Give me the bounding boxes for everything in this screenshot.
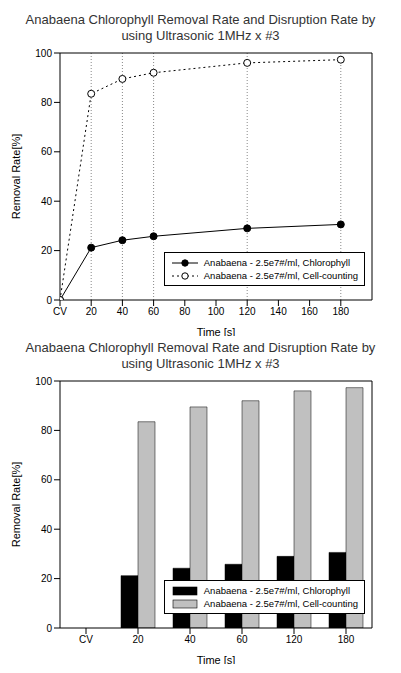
svg-text:80: 80 xyxy=(41,97,53,108)
svg-text:Removal Rate[%]: Removal Rate[%] xyxy=(10,134,22,220)
svg-text:100: 100 xyxy=(35,376,52,387)
svg-text:60: 60 xyxy=(148,306,160,317)
svg-text:100: 100 xyxy=(208,306,225,317)
svg-text:Removal Rate[%]: Removal Rate[%] xyxy=(10,462,22,548)
svg-text:180: 180 xyxy=(338,634,355,645)
svg-text:60: 60 xyxy=(236,634,248,645)
svg-text:CV: CV xyxy=(53,306,67,317)
svg-text:140: 140 xyxy=(270,306,287,317)
svg-text:160: 160 xyxy=(301,306,318,317)
svg-text:180: 180 xyxy=(332,306,349,317)
html-text:Anabaena Chlorophyll Removal R: Anabaena Chlorophyll Removal Rate and Di… xyxy=(25,12,376,43)
svg-text:0: 0 xyxy=(46,295,52,306)
svg-text:60: 60 xyxy=(41,146,53,157)
svg-text:40: 40 xyxy=(117,306,129,317)
svg-text:20: 20 xyxy=(41,245,53,256)
html-text:Anabaena - 2.5e7#/ml, Cell-cou: Anabaena - 2.5e7#/ml, Cell-counting xyxy=(203,270,358,281)
svg-text:Time [s]: Time [s] xyxy=(197,326,236,336)
svg-text:60: 60 xyxy=(41,474,53,485)
svg-text:Time [s]: Time [s] xyxy=(197,654,236,664)
svg-text:120: 120 xyxy=(239,306,256,317)
svg-text:CV: CV xyxy=(79,634,93,645)
svg-text:40: 40 xyxy=(184,634,196,645)
html-text:Anabaena - 2.5e7#/ml, Chloroph: Anabaena - 2.5e7#/ml, Chlorophyll xyxy=(203,585,351,596)
svg-text:100: 100 xyxy=(35,48,52,59)
svg-text:80: 80 xyxy=(41,425,53,436)
svg-text:0: 0 xyxy=(46,623,52,634)
svg-text:80: 80 xyxy=(179,306,191,317)
svg-text:40: 40 xyxy=(41,524,53,535)
svg-text:20: 20 xyxy=(86,306,98,317)
svg-text:20: 20 xyxy=(41,573,53,584)
svg-text:20: 20 xyxy=(132,634,144,645)
html-text:Anabaena - 2.5e7#/ml, Cell-cou: Anabaena - 2.5e7#/ml, Cell-counting xyxy=(203,598,358,609)
html-text:Anabaena Chlorophyll Removal R: Anabaena Chlorophyll Removal Rate and Di… xyxy=(25,340,376,371)
svg-text:40: 40 xyxy=(41,196,53,207)
svg-text:120: 120 xyxy=(286,634,303,645)
html-text:Anabaena - 2.5e7#/ml, Chloroph: Anabaena - 2.5e7#/ml, Chlorophyll xyxy=(203,257,351,268)
